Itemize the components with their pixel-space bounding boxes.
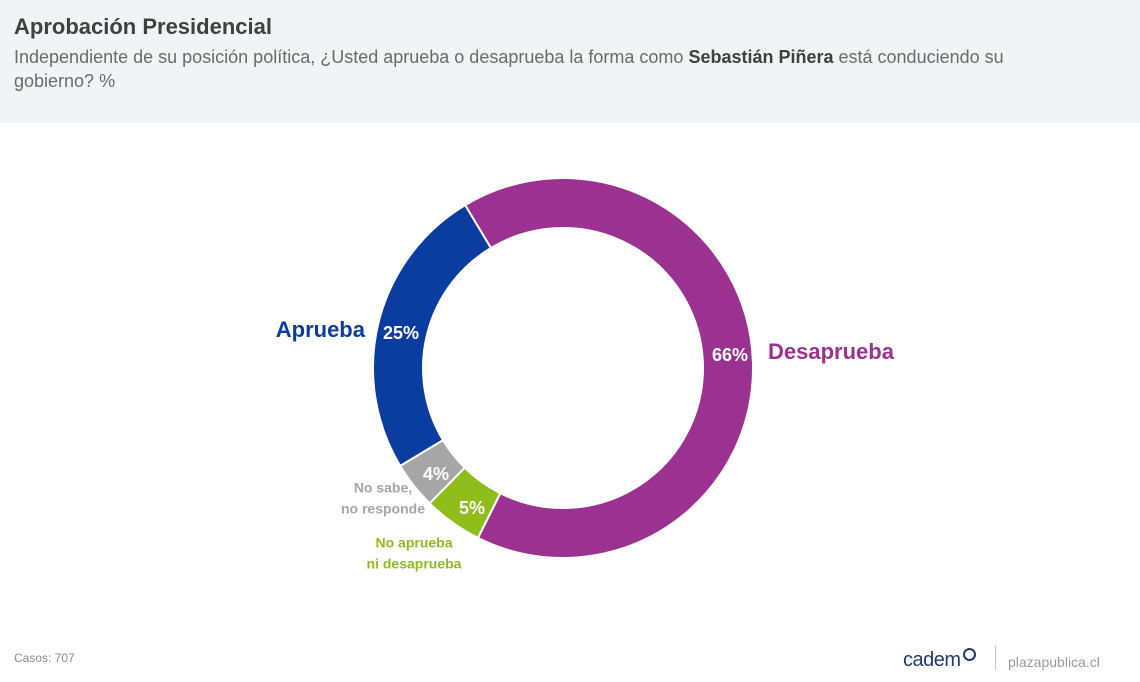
donut-slice: [463, 177, 754, 559]
donut-chart: 66% Desaprueba 5% No aprueba ni desaprueba 4%…: [276, 177, 895, 571]
footer-divider: [995, 646, 996, 670]
slice-value-label: 4%: [423, 464, 449, 484]
cadem-logo-text: cadem: [903, 649, 961, 671]
cadem-logo-ring-icon: [962, 648, 976, 661]
donut-slice: [372, 203, 493, 468]
question-text-end: está conduciendo su gobierno? %: [14, 47, 1004, 91]
slice-category-label-line: Aprueba: [276, 317, 366, 342]
cadem-logo: cadem: [903, 648, 976, 672]
question-text-start: Independiente de su posición política, ¿…: [14, 47, 689, 67]
slice-category-label-line: No aprueba: [375, 534, 452, 550]
slice-category-label: No sabe, no responde: [341, 479, 425, 516]
slice-value-label: 25%: [383, 323, 419, 343]
slice-category-label: Desaprueba: [768, 339, 895, 364]
chart-title: Aprobación Presidencial: [14, 14, 272, 39]
slice-value-label: 66%: [712, 345, 748, 365]
slice-category-label-line: Desaprueba: [768, 339, 895, 364]
header-band: Aprobación Presidencial Independiente de…: [0, 0, 1140, 123]
question-president-name: Sebastián Piñera: [688, 47, 834, 67]
slice-category-label-line: ni desaprueba: [367, 555, 462, 571]
slice-category-label-line: no responde: [341, 500, 425, 516]
cases-note: Casos: 707: [14, 651, 75, 665]
slice-value-label: 5%: [459, 498, 485, 518]
slice-category-label-line: No sabe,: [354, 479, 412, 495]
slice-category-label: No aprueba ni desaprueba: [367, 534, 462, 571]
slice-category-label: Aprueba: [276, 317, 366, 342]
chart-subtitle: Independiente de su posición política, ¿…: [14, 45, 1054, 93]
site-name: plazapublica.cl: [1008, 654, 1100, 670]
